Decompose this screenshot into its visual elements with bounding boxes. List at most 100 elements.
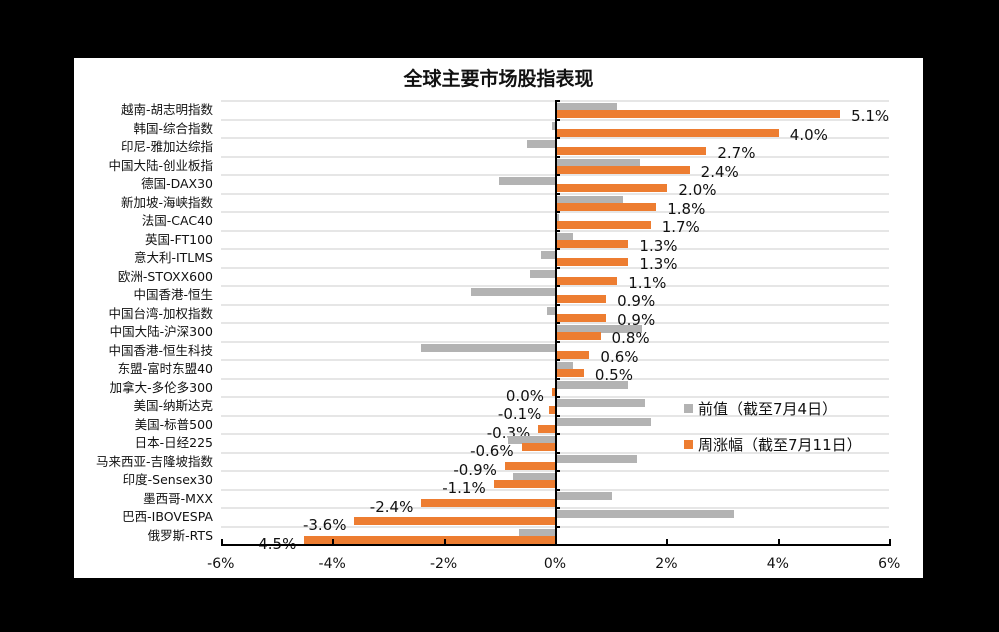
y-axis-tick xyxy=(555,211,560,213)
data-label: 0.9% xyxy=(617,310,656,329)
gridline xyxy=(220,488,890,491)
bar-prev xyxy=(499,177,555,185)
y-axis-tick xyxy=(555,229,560,232)
bar-current xyxy=(493,480,555,488)
x-tick-label: 4% xyxy=(766,556,789,572)
category-label: 越南-胡志明指数 xyxy=(120,102,213,117)
category-label: 印度-Sensex30 xyxy=(122,472,213,487)
data-label: 0.9% xyxy=(617,292,656,310)
bar-current xyxy=(521,443,555,451)
data-label: -0.1% xyxy=(497,405,542,423)
y-axis-tick xyxy=(555,451,560,454)
gridline xyxy=(220,137,890,139)
data-label: 1.8% xyxy=(667,199,706,218)
gridline xyxy=(220,155,890,158)
category-label: 意大利-ITLMS xyxy=(133,250,213,265)
gridline xyxy=(220,414,890,417)
category-label: 美国-纳斯达克 xyxy=(133,398,213,413)
gridline xyxy=(220,377,890,380)
bar-current xyxy=(556,147,707,155)
bar-prev xyxy=(556,195,623,204)
bar-current xyxy=(556,184,668,192)
data-label: 0.5% xyxy=(594,366,633,384)
bar-current xyxy=(556,295,607,303)
legend-item-prev: 前值（截至7月4日） xyxy=(684,398,837,419)
y-axis-tick xyxy=(555,248,560,250)
y-axis-tick xyxy=(555,100,560,102)
gridline xyxy=(220,303,890,306)
gridline xyxy=(220,211,890,213)
category-label: 印尼-雅加达综指 xyxy=(120,139,213,154)
bar-current xyxy=(556,165,690,174)
category-label: 新加坡-海峡指数 xyxy=(120,194,213,210)
y-axis-tick xyxy=(555,340,560,343)
y-axis-tick xyxy=(555,433,560,435)
bar-current xyxy=(552,387,555,396)
bar-current xyxy=(504,461,555,470)
data-label: 1.3% xyxy=(639,255,678,273)
bar-prev xyxy=(471,288,555,296)
x-tick-label: 6% xyxy=(878,556,901,572)
bar-prev xyxy=(507,436,555,444)
bar-prev xyxy=(556,232,573,241)
gridline xyxy=(220,248,890,250)
x-tick-label: -6% xyxy=(207,556,235,572)
bar-prev xyxy=(556,158,640,167)
bar-current xyxy=(556,350,590,359)
category-label: 德国-DAX30 xyxy=(141,176,213,191)
gridline xyxy=(220,451,890,454)
y-axis-tick xyxy=(555,322,560,324)
gridline xyxy=(220,525,890,528)
bar-current xyxy=(421,498,555,507)
category-label: 韩国-综合指数 xyxy=(133,120,213,136)
category-label: 加拿大-多伦多300 xyxy=(109,379,213,395)
data-label: -1.1% xyxy=(442,479,486,497)
bar-current xyxy=(556,128,779,137)
x-tick-label: 0% xyxy=(543,556,567,572)
y-axis-tick xyxy=(555,155,560,158)
bar-prev xyxy=(556,380,629,389)
bar-prev xyxy=(541,251,555,259)
data-label: 0.8% xyxy=(611,329,650,347)
bar-prev xyxy=(556,454,637,463)
category-label: 中国香港-恒生科技 xyxy=(108,342,213,358)
data-label: 4.0% xyxy=(789,125,828,144)
gridline xyxy=(220,433,890,435)
category-label: 中国香港-恒生 xyxy=(133,287,213,302)
y-axis-tick xyxy=(555,137,560,139)
gridline xyxy=(220,359,890,361)
category-label: 英国-FT100 xyxy=(145,231,213,247)
bar-prev xyxy=(556,214,559,222)
bar-prev xyxy=(527,140,555,148)
category-label: 美国-标普500 xyxy=(134,416,213,432)
category-label: 中国台湾-加权指数 xyxy=(108,305,213,321)
data-label: -0.6% xyxy=(470,442,514,460)
bar-current xyxy=(549,406,555,414)
category-label: 俄罗斯-RTS xyxy=(147,527,213,543)
x-axis-tick xyxy=(332,539,335,545)
y-axis-tick xyxy=(555,470,560,472)
data-label: -2.4% xyxy=(369,497,414,516)
y-axis-tick xyxy=(555,192,560,195)
x-tick-label: -2% xyxy=(429,556,458,572)
bar-prev xyxy=(556,103,618,111)
bar-prev xyxy=(546,306,555,315)
bar-current xyxy=(556,369,584,377)
data-label: 2.0% xyxy=(678,181,717,199)
bar-prev xyxy=(529,269,555,278)
data-label: -0.9% xyxy=(453,460,497,479)
bar-prev xyxy=(556,510,735,518)
bar-prev xyxy=(556,417,651,426)
y-axis-tick xyxy=(555,174,560,176)
y-axis-tick xyxy=(555,377,560,380)
category-label: 墨西哥-MXX xyxy=(143,490,213,506)
y-axis-tick xyxy=(555,266,560,269)
y-axis-tick xyxy=(555,525,560,528)
y-axis-tick xyxy=(555,118,560,121)
bar-prev xyxy=(556,491,612,500)
x-axis-tick xyxy=(777,539,780,545)
category-label: 日本-日经225 xyxy=(134,435,213,450)
gridline xyxy=(220,192,890,195)
bar-current xyxy=(556,332,601,340)
gridline xyxy=(220,100,890,102)
